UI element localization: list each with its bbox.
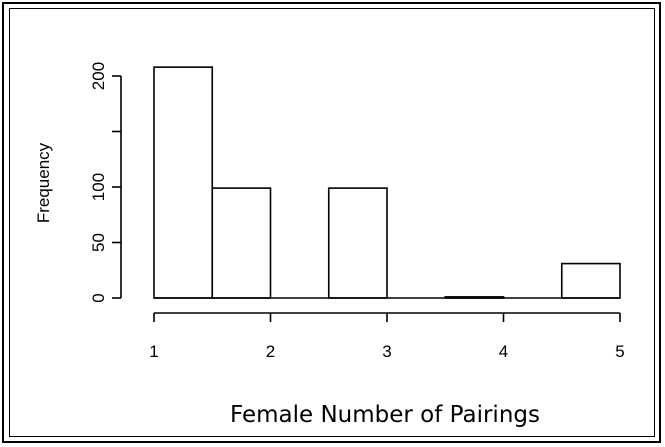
x-axis-title: Female Number of Pairings [230, 402, 540, 428]
outer-border [2, 2, 661, 443]
y-tick-label-1: 50 [89, 233, 108, 252]
y-tick-label-0: 0 [89, 293, 108, 302]
histogram-bars [153, 66, 621, 299]
x-tick-label-2: 3 [382, 342, 391, 361]
x-axis: 1 2 3 4 5 [149, 312, 625, 361]
y-axis: 0 50 100 200 [89, 62, 122, 303]
y-tick-label-4: 200 [89, 62, 108, 90]
histogram-bar-1 [211, 187, 272, 299]
x-tick-label-4: 5 [615, 342, 624, 361]
x-tick-label-1: 2 [266, 342, 275, 361]
histogram-bar-0 [153, 66, 214, 299]
histogram-bar-7 [560, 262, 621, 299]
histogram-bar-3 [327, 187, 388, 299]
y-axis-title: Frequency [34, 142, 53, 223]
x-tick-label-0: 1 [149, 342, 158, 361]
x-tick-label-3: 4 [499, 342, 508, 361]
inner-border [9, 8, 655, 437]
y-tick-label-2: 100 [89, 173, 108, 201]
